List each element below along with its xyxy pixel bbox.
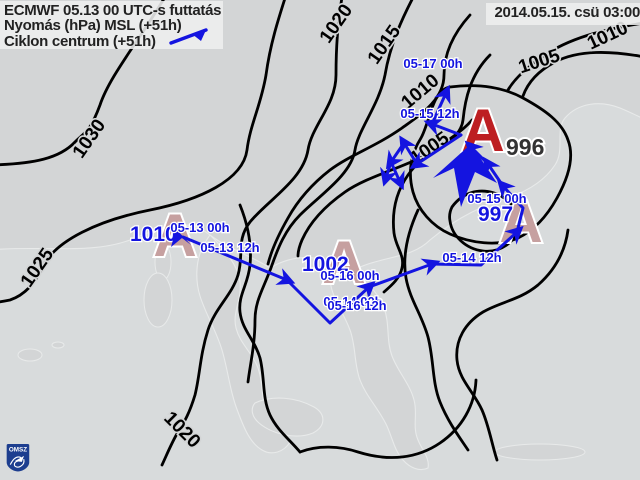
svg-text:05-14 12h: 05-14 12h: [442, 250, 501, 265]
svg-text:05-13 00h: 05-13 00h: [170, 220, 229, 235]
svg-text:05-15 00h: 05-15 00h: [467, 191, 526, 206]
svg-text:05-15 12h: 05-15 12h: [400, 106, 459, 121]
svg-text:05-16 12h: 05-16 12h: [327, 298, 386, 313]
svg-text:997: 997: [478, 203, 513, 226]
svg-text:05-17 00h: 05-17 00h: [403, 56, 462, 71]
svg-text:996: 996: [506, 134, 544, 160]
svg-text:OMSZ: OMSZ: [9, 446, 27, 453]
svg-text:05-16 00h: 05-16 00h: [320, 268, 379, 283]
svg-text:05-13 12h: 05-13 12h: [200, 240, 259, 255]
